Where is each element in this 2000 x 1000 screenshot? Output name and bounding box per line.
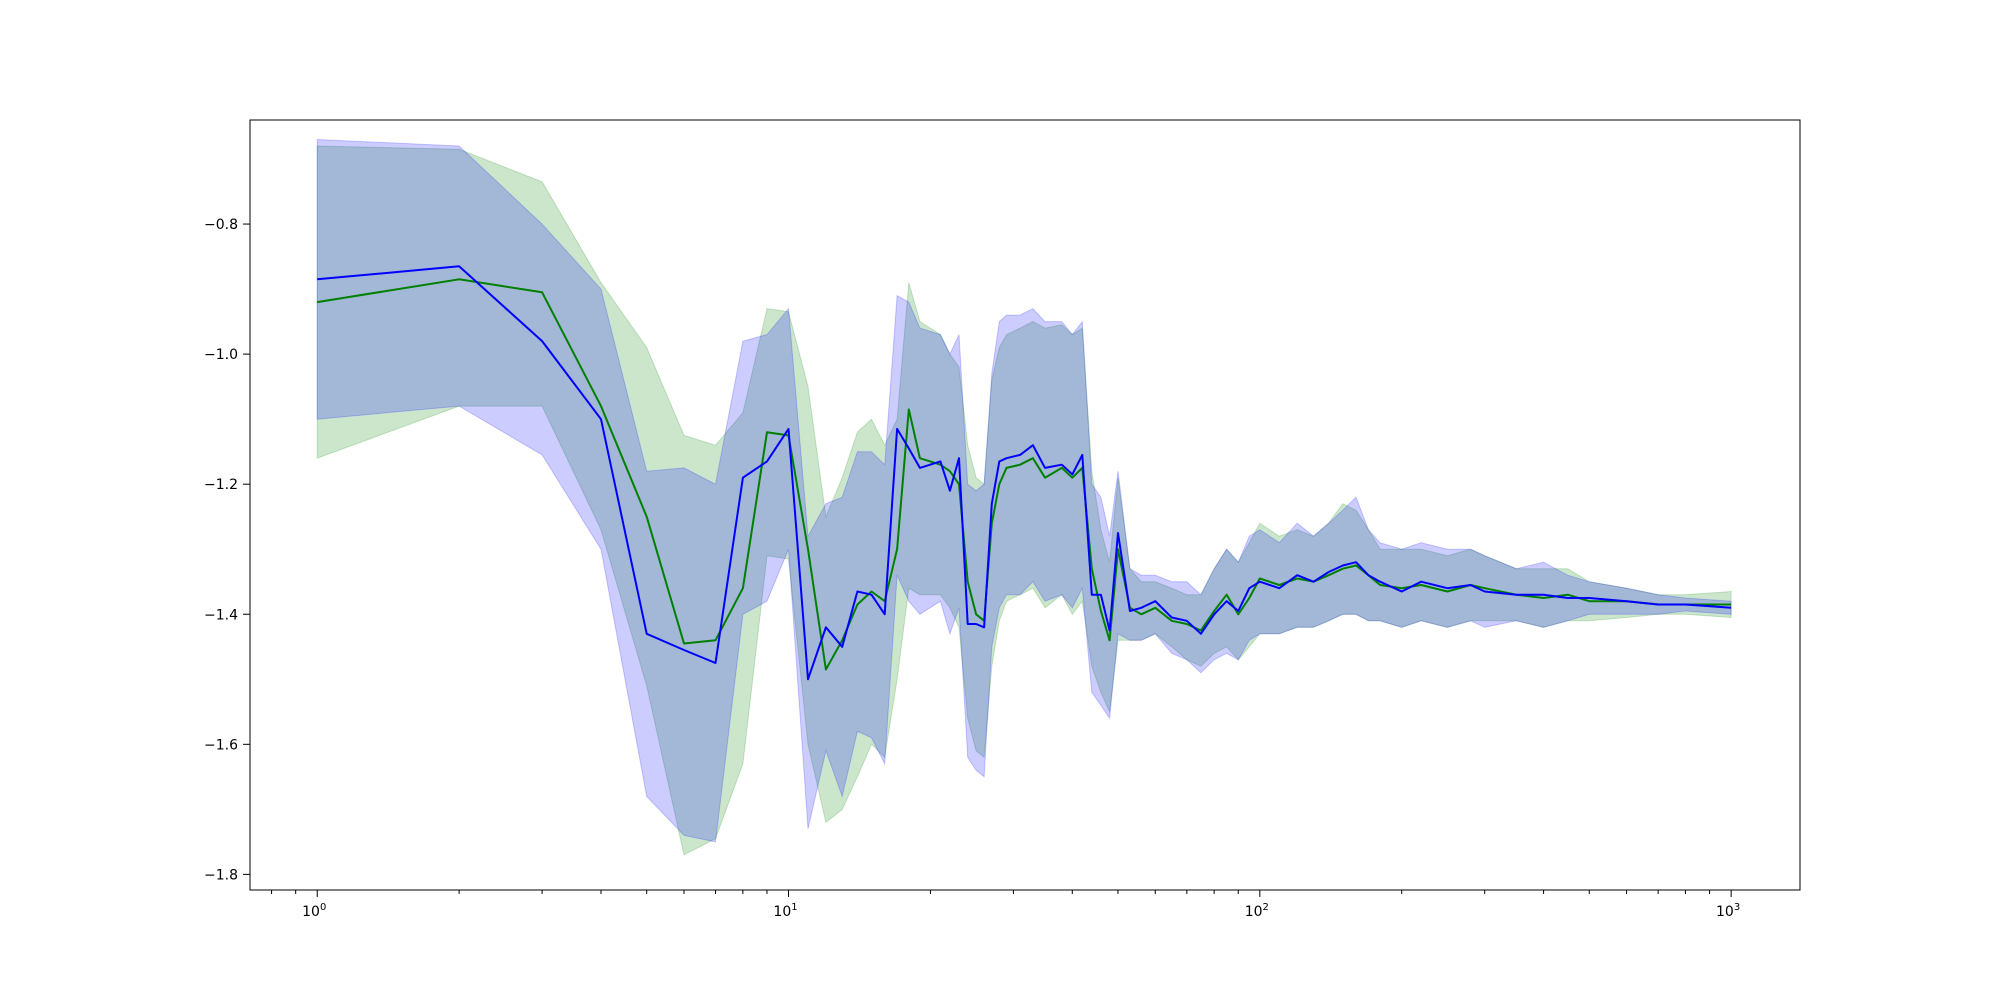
series-2-line — [317, 265, 1732, 681]
series-1-band — [316, 145, 1732, 856]
y-tick-label: −1.8 — [204, 867, 238, 883]
y-tick-label: −1.6 — [204, 737, 238, 753]
plot-frame — [249, 119, 1801, 891]
x-tick-label: 103 — [1716, 902, 1740, 920]
y-tick-label: −1.0 — [204, 347, 238, 363]
y-tick-label: −1.4 — [204, 607, 238, 623]
x-tick-label: 100 — [302, 902, 326, 920]
series-lines — [317, 265, 1732, 681]
y-tick-label: −0.8 — [204, 217, 238, 233]
y-axis: −0.8 −1.0 −1.2 −1.4 −1.6 −1.8 — [204, 217, 250, 883]
y-tick-label: −1.2 — [204, 477, 238, 493]
x-tick-label: 101 — [773, 902, 797, 920]
series-2-band — [316, 138, 1732, 843]
confidence-bands — [316, 138, 1732, 856]
x-tick-label: 102 — [1245, 902, 1269, 920]
x-axis: 100 101 102 103 — [271, 890, 1740, 920]
